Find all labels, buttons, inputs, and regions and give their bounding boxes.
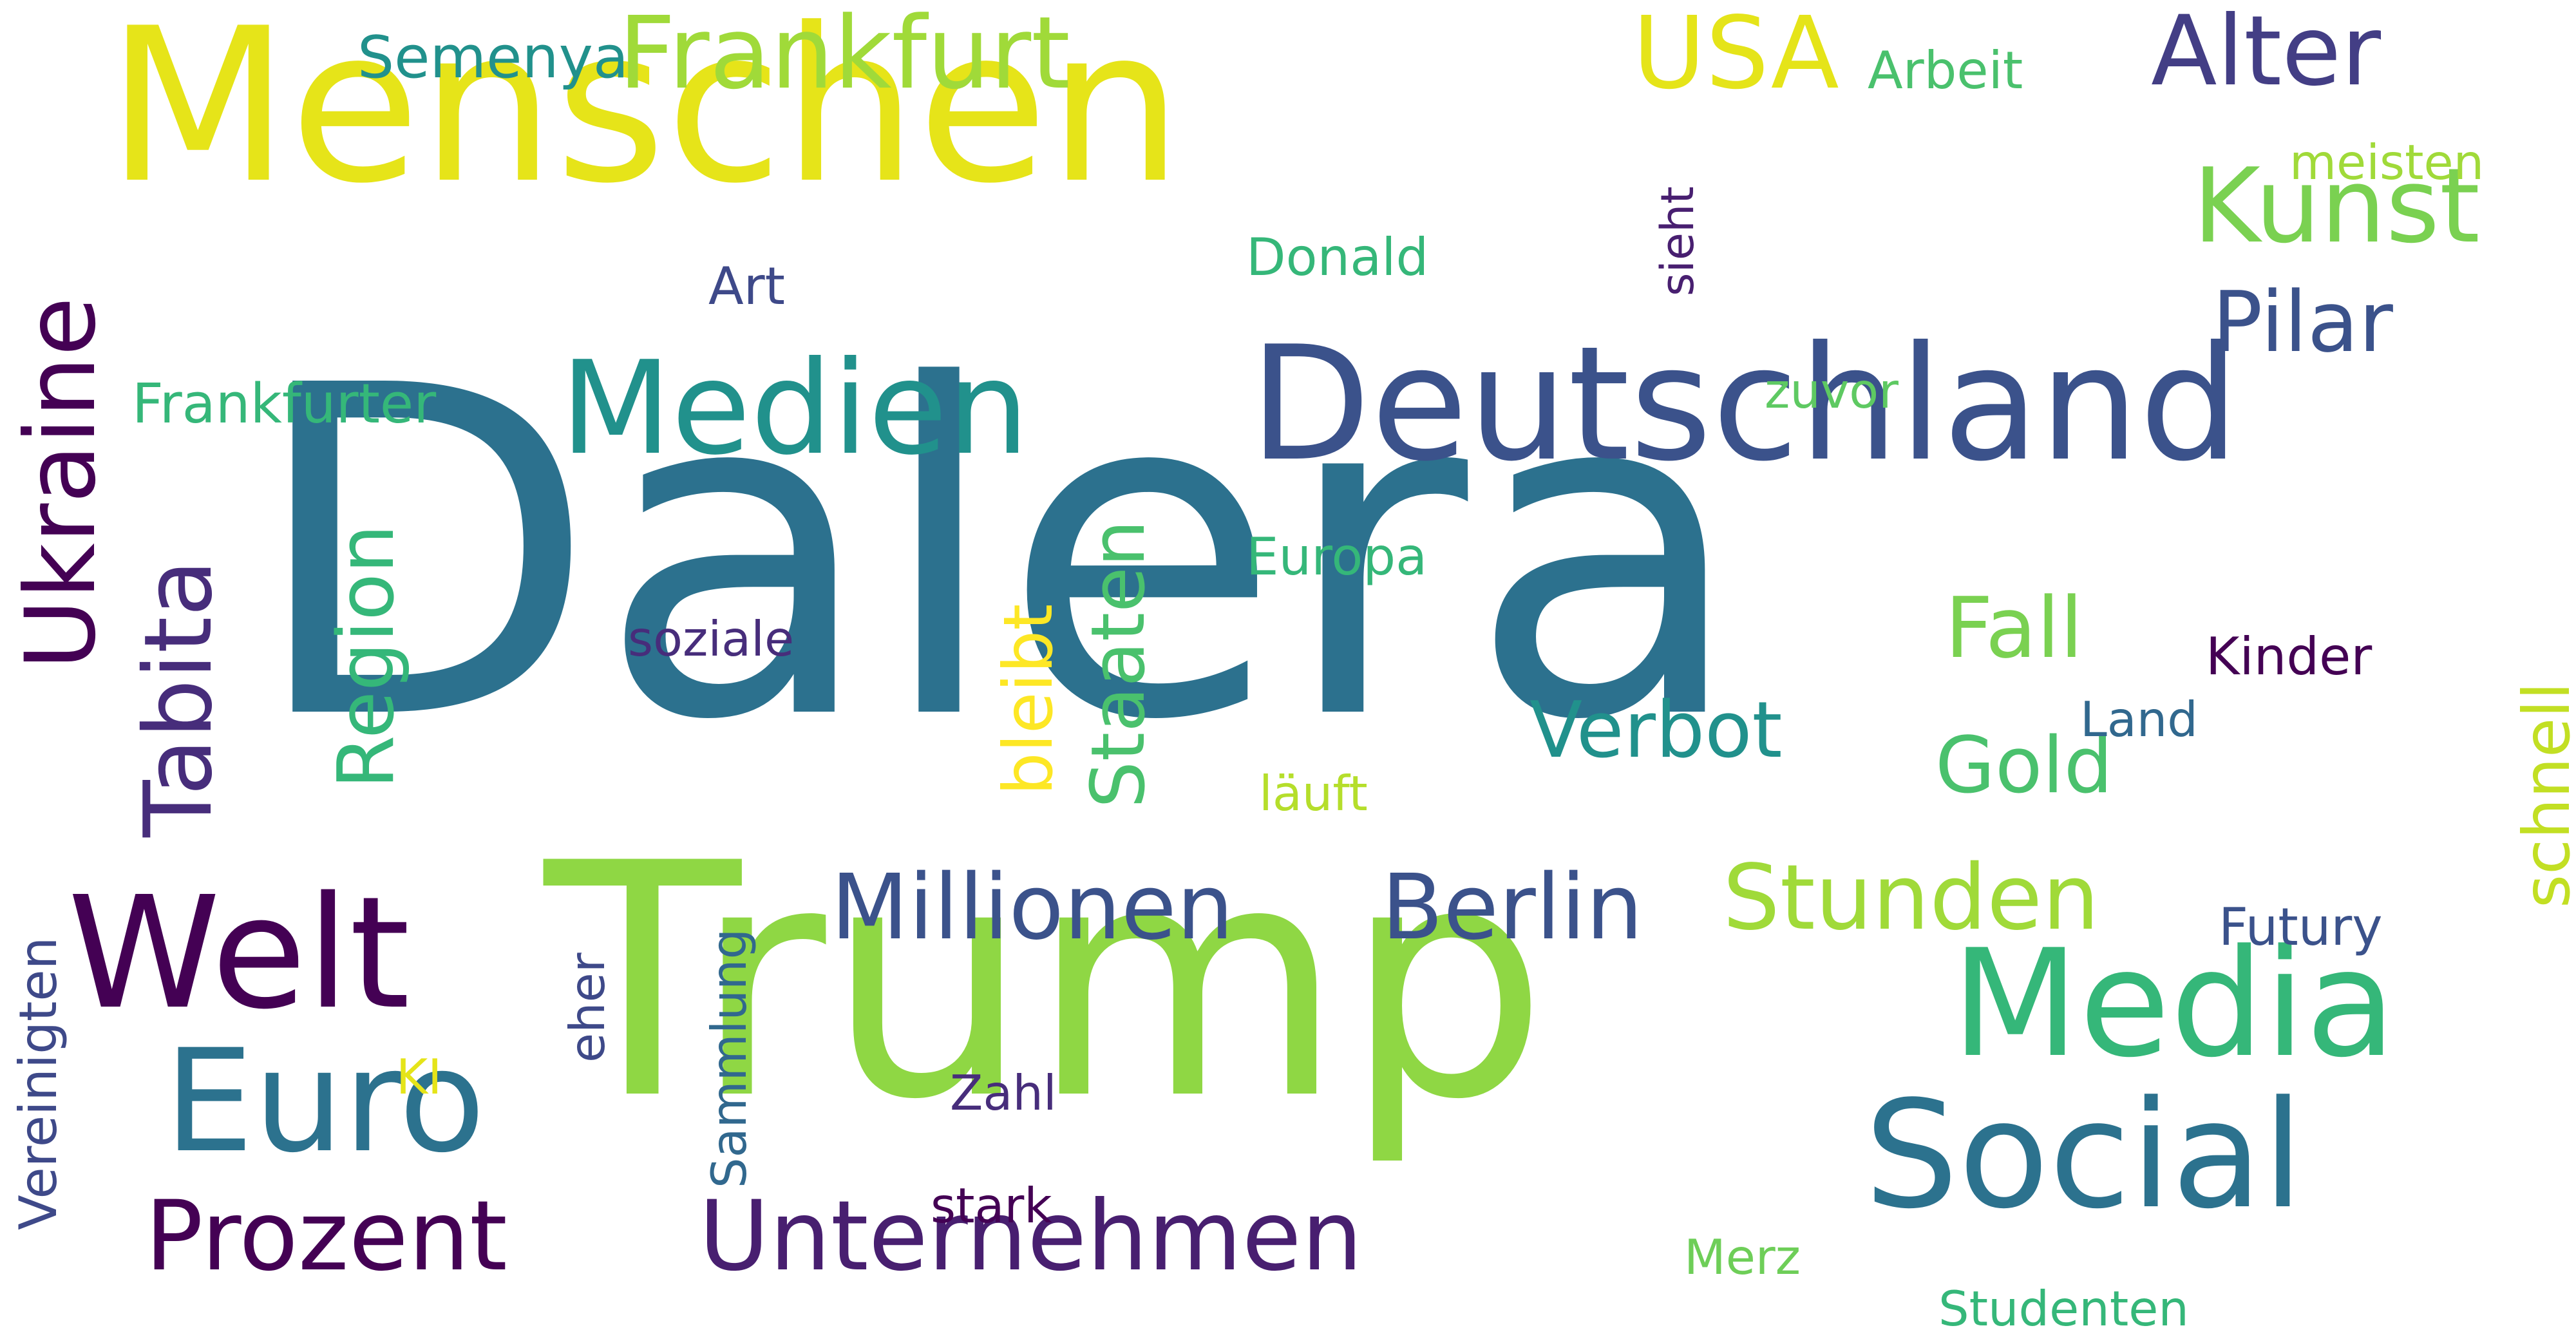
word-laeuft: läuft	[1259, 765, 1368, 822]
word-sammlung: Sammlung	[701, 928, 757, 1188]
word-ukraine: Ukraine	[5, 296, 117, 670]
word-prozent: Prozent	[145, 1181, 507, 1293]
word-fall: Fall	[1945, 579, 2083, 677]
word-menschen: Menschen	[106, 0, 1183, 230]
word-usa: USA	[1633, 0, 1839, 111]
word-social: Social	[1864, 1070, 2304, 1242]
word-verbot: Verbot	[1530, 686, 1783, 775]
word-staaten: Staaten	[1075, 520, 1162, 808]
word-stark: stark	[931, 1177, 1052, 1234]
word-donald: Donald	[1246, 227, 1429, 287]
word-alter: Alter	[2151, 0, 2382, 108]
word-zuvor: zuvor	[1765, 363, 1899, 419]
word-region: Region	[322, 524, 412, 789]
word-cloud: Dalera Menschen Trump Deutschland Welt Media S…	[5, 0, 2576, 1333]
word-studenten: Studenten	[1938, 1280, 2189, 1337]
word-bleibt: bleibt	[989, 603, 1068, 795]
word-trump: Trump	[544, 795, 1548, 1170]
word-zahl: Zahl	[950, 1065, 1057, 1121]
word-media: Media	[1951, 918, 2396, 1090]
word-meisten: meisten	[2289, 134, 2485, 191]
word-gold: Gold	[1935, 721, 2113, 811]
word-merz: Merz	[1684, 1229, 1801, 1285]
word-schnell: schnell	[2509, 682, 2576, 908]
word-frankfurter: Frankfurter	[132, 372, 437, 436]
word-welt: Welt	[68, 863, 410, 1043]
word-europa: Europa	[1246, 527, 1428, 587]
word-futury: Futury	[2219, 897, 2383, 957]
word-deutschland: Deutschland	[1249, 312, 2240, 496]
word-tabita: Tabita	[124, 559, 233, 837]
word-frankfurt: Frankfurt	[618, 0, 1070, 111]
word-eher: eher	[559, 953, 616, 1063]
word-art: Art	[708, 256, 785, 316]
word-pilar: Pilar	[2212, 273, 2393, 371]
word-stunden: Stunden	[1723, 846, 2099, 951]
word-unternehmen: Unternehmen	[699, 1181, 1363, 1293]
word-semenya: Semenya	[357, 24, 629, 91]
word-vereinigten: Vereinigten	[8, 936, 68, 1230]
word-arbeit: Arbeit	[1868, 41, 2023, 100]
word-medien: Medien	[560, 334, 1029, 484]
word-dalera: Dalera	[248, 291, 1747, 819]
word-sieht: sieht	[1651, 186, 1704, 296]
word-soziale: soziale	[628, 611, 795, 667]
word-kinder: Kinder	[2206, 627, 2372, 687]
word-euro: Euro	[164, 1019, 486, 1184]
word-millionen: Millionen	[831, 855, 1234, 960]
word-ki: KI	[396, 1048, 442, 1105]
word-kunst: Kunst	[2193, 146, 2480, 266]
word-berlin: Berlin	[1381, 855, 1643, 960]
word-land: Land	[2080, 691, 2198, 748]
